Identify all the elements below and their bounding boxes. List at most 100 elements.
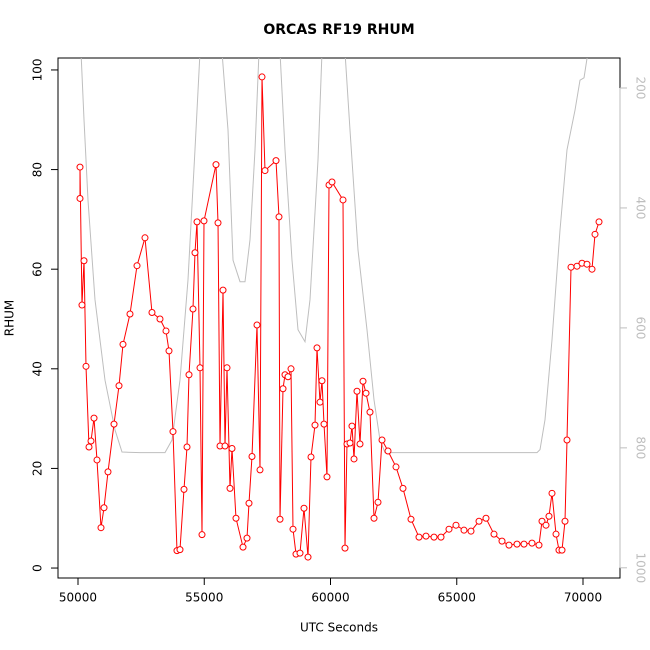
point xyxy=(346,439,354,447)
point xyxy=(221,442,229,450)
point xyxy=(538,517,546,525)
point xyxy=(87,437,95,445)
point xyxy=(279,385,287,393)
x-axis-label: UTC Seconds xyxy=(300,621,378,635)
point xyxy=(374,498,382,506)
point xyxy=(520,540,528,548)
plot-area xyxy=(76,58,603,561)
y2-tick-label: 600 xyxy=(634,316,648,339)
point xyxy=(548,489,556,497)
point xyxy=(169,428,177,436)
point xyxy=(460,526,468,534)
point xyxy=(415,533,423,541)
point xyxy=(475,517,483,525)
point xyxy=(445,525,453,533)
point xyxy=(76,163,84,171)
y2-tick-label: 400 xyxy=(634,196,648,219)
point xyxy=(80,257,88,265)
point xyxy=(261,167,269,175)
y-tick-label: 100 xyxy=(31,59,45,82)
x-tick-label: 55000 xyxy=(185,591,223,605)
point xyxy=(558,546,566,554)
point xyxy=(76,194,84,202)
point xyxy=(97,524,105,532)
point xyxy=(289,525,297,533)
point xyxy=(212,161,220,169)
point xyxy=(198,531,206,539)
point xyxy=(311,421,319,429)
point xyxy=(126,310,134,318)
point xyxy=(362,389,370,397)
point xyxy=(176,546,184,554)
point xyxy=(588,265,596,273)
point xyxy=(498,537,506,545)
point xyxy=(104,468,112,476)
point xyxy=(318,377,326,385)
point xyxy=(180,485,188,493)
point xyxy=(141,234,149,242)
x-tick-label: 50000 xyxy=(59,591,97,605)
point xyxy=(248,452,256,460)
point xyxy=(348,422,356,430)
y2-tick-label: 800 xyxy=(634,436,648,459)
point xyxy=(258,73,266,81)
point xyxy=(287,365,295,373)
point xyxy=(307,453,315,461)
point xyxy=(239,543,247,551)
point xyxy=(313,344,321,352)
point xyxy=(452,521,460,529)
point xyxy=(185,371,193,379)
point xyxy=(226,484,234,492)
point xyxy=(191,249,199,257)
point xyxy=(162,327,170,335)
point xyxy=(183,443,191,451)
point xyxy=(339,196,347,204)
point xyxy=(356,440,364,448)
point xyxy=(378,436,386,444)
x-tick-label: 70000 xyxy=(564,591,602,605)
point xyxy=(189,305,197,313)
y-tick-label: 60 xyxy=(31,262,45,277)
point xyxy=(320,420,328,428)
point xyxy=(214,219,222,227)
y-tick-label: 40 xyxy=(31,361,45,376)
point xyxy=(78,301,86,309)
point xyxy=(272,157,280,165)
x-tick-label: 65000 xyxy=(438,591,476,605)
x-tick-label: 60000 xyxy=(311,591,349,605)
point xyxy=(243,534,251,542)
point xyxy=(156,315,164,323)
series-line xyxy=(80,58,588,454)
y-tick-label: 80 xyxy=(31,162,45,177)
point xyxy=(482,514,490,522)
point xyxy=(193,218,201,226)
point xyxy=(316,398,324,406)
point xyxy=(196,364,204,372)
point xyxy=(595,218,603,226)
point xyxy=(399,484,407,492)
point xyxy=(490,530,498,538)
point xyxy=(133,262,141,270)
point xyxy=(392,463,400,471)
point xyxy=(165,347,173,355)
point xyxy=(328,178,336,186)
point xyxy=(407,515,415,523)
chart-title: ORCAS RF19 RHUM xyxy=(263,22,414,38)
point xyxy=(350,455,358,463)
point xyxy=(437,533,445,541)
point xyxy=(304,553,312,561)
point xyxy=(245,499,253,507)
point xyxy=(228,444,236,452)
point xyxy=(296,549,304,557)
point xyxy=(256,466,264,474)
y-tick-label: 0 xyxy=(31,564,45,572)
point xyxy=(542,521,550,529)
point xyxy=(573,262,581,270)
point xyxy=(359,377,367,385)
point xyxy=(232,514,240,522)
point xyxy=(341,544,349,552)
point xyxy=(93,456,101,464)
point xyxy=(552,530,560,538)
point xyxy=(82,362,90,370)
